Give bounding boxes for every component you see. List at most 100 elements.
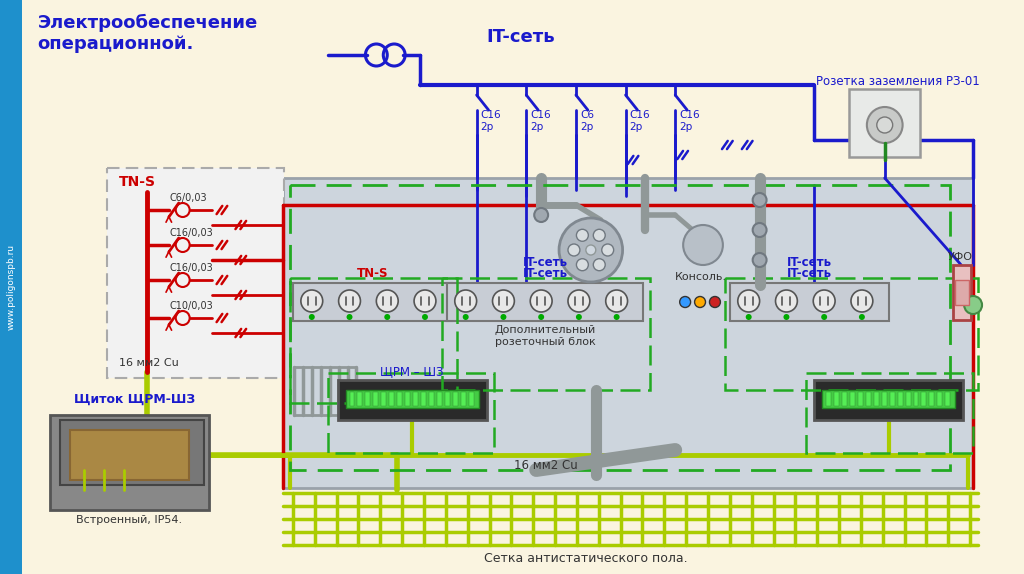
Bar — [814, 380, 964, 420]
Bar — [290, 185, 950, 470]
Text: 16 мм2 Cu: 16 мм2 Cu — [119, 358, 179, 368]
Bar — [898, 392, 902, 406]
Bar — [293, 283, 452, 321]
Bar — [381, 392, 386, 406]
Circle shape — [455, 290, 476, 312]
Circle shape — [577, 229, 589, 241]
Circle shape — [867, 107, 902, 143]
Bar — [826, 392, 831, 406]
Bar — [806, 373, 973, 453]
Circle shape — [602, 244, 613, 256]
Bar — [345, 390, 478, 408]
Bar — [374, 392, 378, 406]
Text: C10/0,03: C10/0,03 — [170, 301, 214, 311]
Circle shape — [301, 290, 323, 312]
Text: IT-сеть: IT-сеть — [522, 256, 567, 269]
Bar — [413, 392, 418, 406]
Circle shape — [493, 290, 514, 312]
Circle shape — [575, 314, 582, 320]
Bar — [444, 392, 450, 406]
Text: IT-сеть: IT-сеть — [486, 28, 555, 46]
Text: C16
2p: C16 2p — [530, 110, 551, 131]
Circle shape — [568, 244, 580, 256]
Bar — [730, 283, 889, 321]
Bar — [905, 392, 910, 406]
Bar — [283, 178, 973, 488]
Bar — [357, 392, 362, 406]
Circle shape — [501, 314, 507, 320]
Text: Розетка заземления РЗ-01: Розетка заземления РЗ-01 — [816, 75, 980, 88]
Circle shape — [559, 218, 623, 282]
Circle shape — [535, 208, 548, 222]
Bar — [913, 392, 919, 406]
Circle shape — [339, 290, 360, 312]
Bar — [822, 390, 955, 408]
Bar — [429, 392, 434, 406]
Text: IT-сеть: IT-сеть — [786, 256, 831, 269]
Circle shape — [422, 314, 428, 320]
Bar — [349, 392, 354, 406]
Circle shape — [745, 314, 752, 320]
Text: Электрообеспечение
операционной.: Электрообеспечение операционной. — [38, 14, 258, 53]
Circle shape — [309, 314, 314, 320]
Circle shape — [539, 314, 544, 320]
Bar — [397, 392, 402, 406]
Bar — [955, 280, 969, 305]
Bar — [453, 392, 458, 406]
Bar — [328, 373, 495, 453]
Text: C16/0,03: C16/0,03 — [170, 263, 214, 273]
Circle shape — [377, 290, 398, 312]
Text: Сетка антистатического пола.: Сетка антистатического пола. — [484, 552, 688, 565]
Bar — [49, 415, 209, 510]
Circle shape — [965, 296, 982, 314]
Circle shape — [821, 314, 827, 320]
Text: www.poligonspb.ru: www.poligonspb.ru — [6, 244, 15, 330]
Circle shape — [783, 314, 790, 320]
Bar — [873, 392, 879, 406]
Circle shape — [694, 297, 706, 308]
Bar — [835, 392, 839, 406]
Bar — [858, 392, 863, 406]
Bar — [937, 392, 942, 406]
Text: Дополнительный
розеточный блок: Дополнительный розеточный блок — [495, 325, 596, 347]
Text: IT-сеть: IT-сеть — [786, 267, 831, 280]
Circle shape — [346, 314, 352, 320]
Circle shape — [593, 229, 605, 241]
Circle shape — [680, 297, 690, 308]
Text: TN-S: TN-S — [119, 175, 156, 189]
Circle shape — [577, 259, 589, 271]
Circle shape — [613, 314, 620, 320]
Text: TN-S: TN-S — [356, 267, 388, 280]
Circle shape — [414, 290, 436, 312]
Text: C6/0,03: C6/0,03 — [170, 193, 208, 203]
Bar — [849, 89, 921, 157]
Circle shape — [851, 290, 872, 312]
Bar — [421, 392, 426, 406]
Text: ЩРМ – ШЗ: ЩРМ – ШЗ — [380, 365, 443, 378]
Bar — [930, 392, 934, 406]
Bar — [850, 392, 855, 406]
Circle shape — [813, 290, 836, 312]
Circle shape — [683, 225, 723, 265]
Circle shape — [710, 297, 721, 308]
Circle shape — [877, 117, 893, 133]
Circle shape — [568, 290, 590, 312]
Bar — [461, 392, 466, 406]
Text: C16
2p: C16 2p — [630, 110, 650, 131]
Text: Встроенный, IP54.: Встроенный, IP54. — [76, 515, 182, 525]
Bar — [406, 392, 410, 406]
Circle shape — [753, 223, 767, 237]
Bar — [725, 278, 978, 390]
Bar — [366, 392, 371, 406]
Bar — [890, 392, 895, 406]
Bar — [442, 278, 650, 390]
Bar — [446, 283, 643, 321]
Text: Консоль.: Консоль. — [675, 272, 727, 282]
Polygon shape — [59, 420, 204, 485]
Bar — [389, 392, 394, 406]
Circle shape — [530, 290, 552, 312]
Bar — [108, 168, 284, 378]
Circle shape — [753, 253, 767, 267]
Circle shape — [463, 314, 469, 320]
Circle shape — [593, 259, 605, 271]
